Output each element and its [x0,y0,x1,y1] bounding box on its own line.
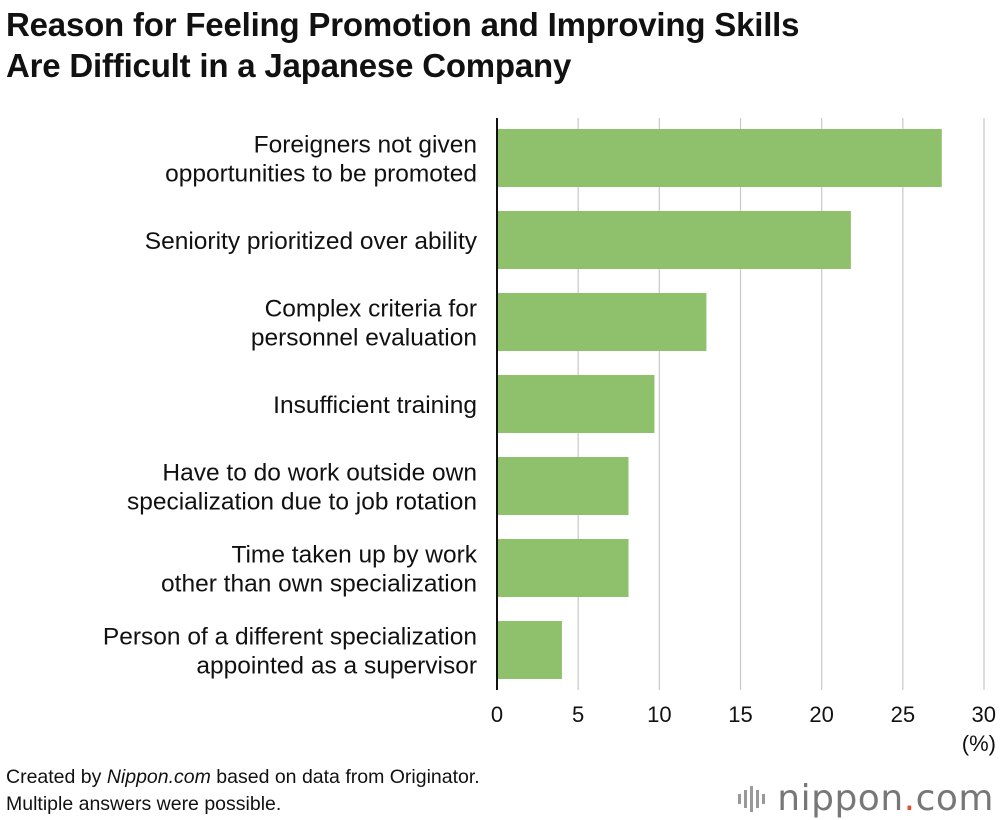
bar-3 [497,293,707,351]
x-tick-label-5: 5 [572,702,584,727]
x-tick-label-20: 20 [809,702,833,727]
source-prefix: Created by [6,766,107,788]
chart-footer: Created by Nippon.com based on data from… [6,764,480,818]
category-label-2-line-1: Seniority prioritized over ability [145,228,478,255]
x-tick-label-30: 30 [972,702,996,727]
source-suffix: based on data from Originator. [210,766,480,788]
category-label-1-line-1: Foreigners not given [254,132,477,159]
x-tick-label-10: 10 [647,702,671,727]
category-label-5-line-1: Have to do work outside own [162,460,477,487]
category-label-3-line-2: personnel evaluation [251,325,477,352]
chart-title: Reason for Feeling Promotion and Improvi… [6,4,996,86]
category-label-1-line-2: opportunities to be promoted [165,161,477,188]
logo-name: nippon [777,778,904,819]
bar-1 [497,129,942,187]
nippon-logo: nippon. com [738,778,994,819]
bar-5 [497,457,629,515]
bar-4 [497,375,655,433]
category-label-6-line-2: other than own specialization [161,571,477,598]
logo-tld: com [915,778,994,819]
x-tick-label-25: 25 [891,702,915,727]
logo-bars-icon [738,785,766,812]
bar-6 [497,539,629,597]
category-label-3-line-1: Complex criteria for [265,296,477,323]
chart-title-line-2: Are Difficult in a Japanese Company [6,47,572,84]
category-label-5-line-2: specialization due to job rotation [127,489,477,516]
category-label-4-line-1: Insufficient training [273,392,477,419]
source-note: Created by Nippon.com based on data from… [6,764,480,791]
chart-title-line-1: Reason for Feeling Promotion and Improvi… [6,6,800,43]
multiple-answers-note: Multiple answers were possible. [6,793,282,815]
category-label-7-line-2: appointed as a supervisor [196,653,477,680]
bar-7 [497,621,562,679]
logo-dot: . [903,778,916,819]
source-name: Nippon.com [106,766,211,788]
bar-2 [497,211,851,269]
category-label-6-line-1: Time taken up by work [231,542,477,569]
x-axis-unit-label: (%) [962,731,996,756]
x-tick-label-0: 0 [491,702,503,727]
category-label-7-line-1: Person of a different specialization [103,624,477,651]
x-tick-label-15: 15 [728,702,752,727]
